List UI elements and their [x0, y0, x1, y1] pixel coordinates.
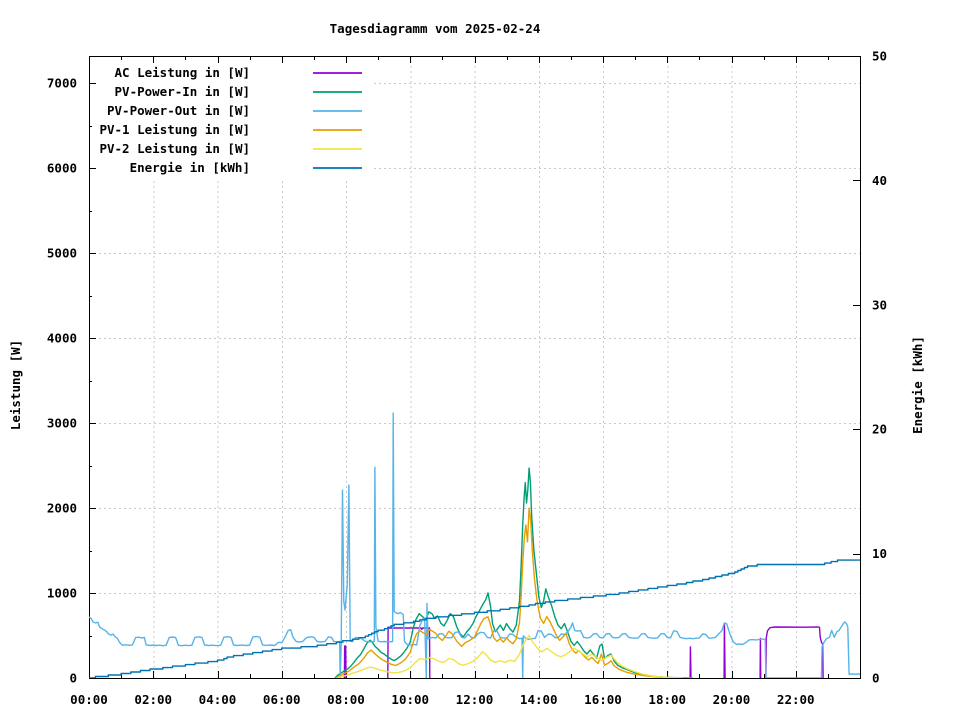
x-tick-label: 02:00	[134, 692, 172, 707]
legend	[313, 72, 362, 169]
y-left-tick-label: 0	[69, 671, 77, 686]
chart-title: Tagesdiagramm vom 2025-02-24	[330, 21, 541, 36]
series-line-pv-1-leistung-in-w	[336, 507, 694, 678]
series-line-ac-leistung-in-w	[759, 637, 762, 678]
series-line-ac-leistung-in-w	[343, 645, 347, 678]
series-line-energie-in-kwh	[89, 559, 860, 678]
series-line-pv-2-leistung-in-w	[336, 634, 684, 678]
y-right-tick-label: 30	[872, 297, 887, 312]
y-left-tick-label: 6000	[47, 161, 77, 176]
legend-label: Energie in [kWh]	[130, 160, 250, 175]
series-group	[89, 412, 860, 678]
legend-label: PV-Power-In in [W]	[115, 84, 250, 99]
y-left-axis-label: Leistung [W]	[8, 340, 23, 430]
x-tick-label: 16:00	[584, 692, 622, 707]
y-right-axis-label: Energie [kWh]	[910, 336, 925, 434]
y-left-tick-label: 2000	[47, 501, 77, 516]
axis-ticks	[89, 56, 860, 679]
y-right-tick-label: 50	[872, 49, 887, 64]
x-tick-label: 20:00	[713, 692, 751, 707]
x-tick-label: 18:00	[648, 692, 686, 707]
y-left-tick-label: 1000	[47, 586, 77, 601]
x-tick-label: 00:00	[70, 692, 108, 707]
y-right-tick-label: 40	[872, 173, 887, 188]
y-left-tick-label: 7000	[47, 76, 77, 91]
y-left-tick-label: 4000	[47, 331, 77, 346]
y-left-tick-label: 5000	[47, 246, 77, 261]
legend-label: PV-1 Leistung in [W]	[99, 122, 250, 137]
x-tick-label: 10:00	[391, 692, 429, 707]
series-line-ac-leistung-in-w	[765, 626, 824, 678]
y-right-tick-label: 0	[872, 671, 880, 686]
series-line-pv-power-out-in-w	[89, 412, 860, 678]
y-right-tick-label: 20	[872, 422, 887, 437]
grid	[89, 56, 860, 678]
x-tick-label: 14:00	[520, 692, 558, 707]
x-tick-label: 08:00	[327, 692, 365, 707]
legend-background	[92, 61, 372, 178]
series-line-pv-power-in-in-w	[334, 467, 687, 678]
legend-label: PV-Power-Out in [W]	[107, 103, 250, 118]
x-tick-label: 22:00	[777, 692, 815, 707]
y-right-tick-label: 10	[872, 546, 887, 561]
x-tick-label: 06:00	[263, 692, 301, 707]
series-line-ac-leistung-in-w	[689, 646, 692, 678]
series-line-ac-leistung-in-w	[723, 622, 726, 678]
legend-label: AC Leistung in [W]	[115, 65, 250, 80]
x-tick-label: 04:00	[199, 692, 237, 707]
x-tick-label: 12:00	[456, 692, 494, 707]
legend-label: PV-2 Leistung in [W]	[99, 141, 250, 156]
y-left-tick-label: 3000	[47, 416, 77, 431]
